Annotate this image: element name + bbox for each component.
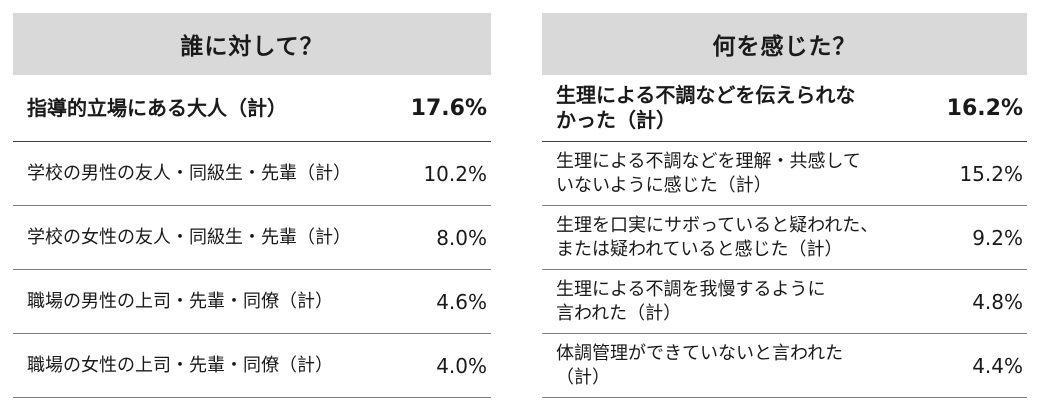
table-row: 生理を口実にサボっていると疑われた、 または疑われていると感じた（計） 9.2% — [542, 206, 1027, 270]
row-value: 9.2% — [972, 225, 1023, 250]
row-label: 生理を口実にサボっていると疑われた、 または疑われていると感じた（計） — [556, 214, 879, 260]
row-value: 4.4% — [972, 353, 1023, 378]
row-label: 学校の男性の友人・同級生・先輩（計） — [27, 162, 351, 184]
row-value: 10.2% — [423, 161, 487, 186]
panel-what-felt: 何を感じた？ 生理による不調などを伝えられな かった（計） 16.2% 生理によ… — [542, 13, 1027, 398]
row-value: 4.6% — [436, 289, 487, 314]
row-label: 学校の女性の友人・同級生・先輩（計） — [27, 226, 351, 248]
table-row: 生理による不調などを理解・共感して いないように感じた（計） 15.2% — [542, 142, 1027, 206]
table-row: 生理による不調などを伝えられな かった（計） 16.2% — [542, 75, 1027, 142]
table-row: 学校の男性の友人・同級生・先輩（計） 10.2% — [13, 142, 491, 206]
table-row: 生理による不調を我慢するように 言われた（計） 4.8% — [542, 270, 1027, 334]
row-value: 8.0% — [436, 225, 487, 250]
panel-to-whom: 誰に対して？ 指導的立場にある大人（計） 17.6% 学校の男性の友人・同級生・… — [13, 13, 491, 398]
table-row: 体調管理ができていないと言われた （計） 4.4% — [542, 334, 1027, 398]
row-label: 職場の男性の上司・先輩・同僚（計） — [27, 290, 333, 312]
row-label: 職場の女性の上司・先輩・同僚（計） — [27, 354, 333, 376]
table-row: 学校の女性の友人・同級生・先輩（計） 8.0% — [13, 206, 491, 270]
row-label: 指導的立場にある大人（計） — [27, 95, 287, 120]
row-value: 15.2% — [959, 161, 1023, 186]
row-label: 生理による不調を我慢するように 言われた（計） — [556, 278, 826, 324]
table-row: 職場の女性の上司・先輩・同僚（計） 4.0% — [13, 334, 491, 398]
row-label: 生理による不調などを伝えられな かった（計） — [556, 83, 856, 132]
row-label: 生理による不調などを理解・共感して いないように感じた（計） — [556, 150, 861, 196]
table-row: 職場の男性の上司・先輩・同僚（計） 4.6% — [13, 270, 491, 334]
row-value: 4.0% — [436, 353, 487, 378]
row-label: 体調管理ができていないと言われた （計） — [556, 342, 844, 388]
table-row: 指導的立場にある大人（計） 17.6% — [13, 75, 491, 142]
panel-title: 誰に対して？ — [13, 13, 491, 75]
row-value: 17.6% — [410, 95, 487, 121]
row-value: 16.2% — [946, 95, 1023, 121]
row-value: 4.8% — [972, 289, 1023, 314]
panel-title: 何を感じた？ — [542, 13, 1027, 75]
